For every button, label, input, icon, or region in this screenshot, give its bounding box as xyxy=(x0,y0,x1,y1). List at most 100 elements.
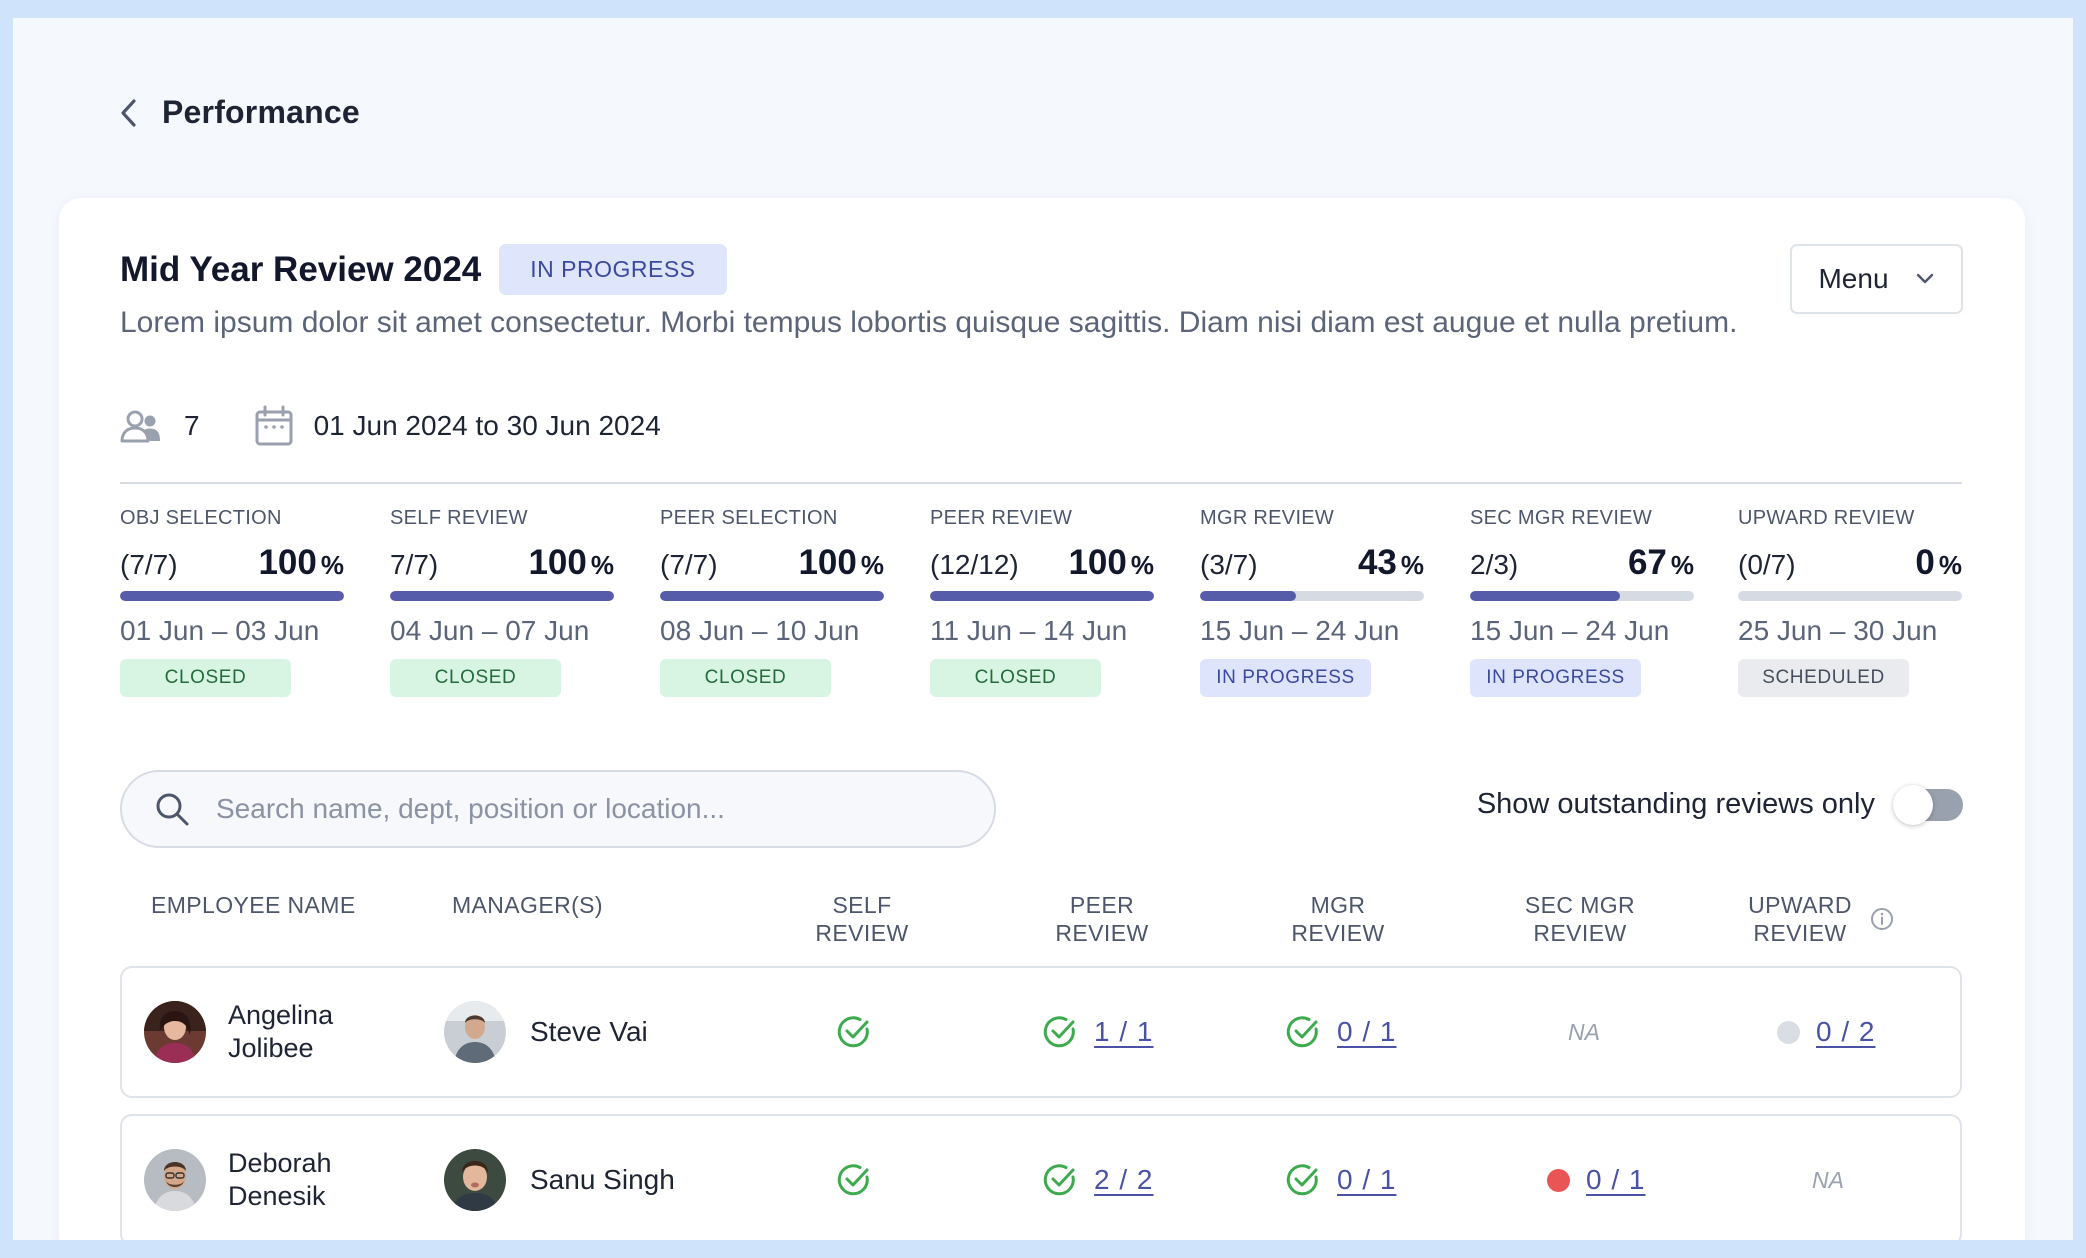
people-icon xyxy=(120,410,160,443)
employee-cell: Angelina Jolibee xyxy=(144,968,333,1096)
back-button[interactable]: Performance xyxy=(118,94,360,131)
check-circle-icon xyxy=(837,1016,869,1048)
stage-progress-bar xyxy=(660,591,884,601)
menu-button[interactable]: Menu xyxy=(1790,244,1963,314)
app-window: Performance Mid Year Review 2024 IN PROG… xyxy=(13,18,2073,1240)
stage-progress-bar xyxy=(1738,591,1962,601)
table-header: EMPLOYEE NAME MANAGER(S) SELF REVIEW PEE… xyxy=(120,876,1962,946)
stage-progress-bar xyxy=(120,591,344,601)
column-managers: MANAGER(S) xyxy=(452,892,603,918)
outstanding-filter: Show outstanding reviews only xyxy=(1476,784,1963,825)
calendar-icon xyxy=(255,405,293,446)
review-meta: 7 01 Jun 2024 to 30 Jun 2024 xyxy=(120,405,661,447)
table-row[interactable]: Deborah Denesik Sanu Singh xyxy=(120,1114,1962,1240)
avatar xyxy=(144,1149,206,1211)
avatar xyxy=(444,1149,506,1211)
stage-count: (7/7) xyxy=(660,549,718,580)
not-applicable-text: NA xyxy=(1568,1018,1600,1045)
upward-review-link[interactable]: 0 / 2 xyxy=(1816,1016,1876,1047)
stage-status-badge: CLOSED xyxy=(390,659,561,697)
stage-status-badge: SCHEDULED xyxy=(1738,659,1909,697)
outstanding-toggle[interactable] xyxy=(1893,784,1963,825)
check-circle-icon xyxy=(1286,1016,1318,1048)
stage-count: (12/12) xyxy=(930,549,1019,580)
stage-self-review: SELF REVIEW 7/7) 100% 04 Jun – 07 Jun CL… xyxy=(390,503,614,697)
column-sec-mgr-review: SEC MGR REVIEW xyxy=(1524,892,1636,946)
check-circle-icon xyxy=(1286,1164,1318,1196)
employee-name[interactable]: Angelina Jolibee xyxy=(228,1000,334,1063)
stage-sec-mgr-review: SEC MGR REVIEW 2/3) 67% 15 Jun – 24 Jun … xyxy=(1470,503,1694,697)
stage-peer-selection: PEER SELECTION (7/7) 100% 08 Jun – 10 Ju… xyxy=(660,503,884,697)
review-status-badge: IN PROGRESS xyxy=(499,244,727,295)
manager-name[interactable]: Steve Vai xyxy=(530,1016,648,1047)
self-review-cell xyxy=(836,1116,872,1240)
participants-count: 7 xyxy=(184,410,200,441)
table-row[interactable]: Angelina Jolibee Steve Vai xyxy=(120,966,1962,1098)
avatar xyxy=(444,1001,506,1063)
column-employee-name: EMPLOYEE NAME xyxy=(151,892,356,918)
outstanding-filter-label: Show outstanding reviews only xyxy=(1476,788,1875,820)
page-title: Performance xyxy=(162,94,360,130)
self-review-cell xyxy=(836,968,872,1096)
stage-percent: 100% xyxy=(1068,543,1154,582)
review-title: Mid Year Review 2024 xyxy=(120,249,482,289)
stage-percent: 100% xyxy=(528,543,614,582)
stage-count: (0/7) xyxy=(1738,549,1796,580)
column-upward-review: UPWARD REVIEW xyxy=(1740,891,1893,947)
search-box[interactable] xyxy=(120,770,996,848)
stage-count: (3/7) xyxy=(1200,549,1258,580)
stage-name: PEER REVIEW xyxy=(930,507,1073,529)
peer-review-link[interactable]: 2 / 2 xyxy=(1094,1164,1154,1195)
menu-button-label: Menu xyxy=(1818,263,1889,294)
sec-mgr-review-cell: NA xyxy=(1568,968,1600,1096)
stage-name: UPWARD REVIEW xyxy=(1738,507,1915,529)
stage-dates: 01 Jun – 03 Jun xyxy=(120,615,320,646)
peer-review-link[interactable]: 1 / 1 xyxy=(1094,1016,1154,1047)
stage-progress-fill xyxy=(1470,591,1621,601)
chevron-left-icon xyxy=(121,98,136,127)
check-circle-icon xyxy=(1043,1164,1075,1196)
stage-progress-bar xyxy=(1200,591,1424,601)
toggle-knob xyxy=(1893,784,1933,825)
stage-name: MGR REVIEW xyxy=(1200,507,1335,529)
stage-dates: 25 Jun – 30 Jun xyxy=(1738,615,1938,646)
manager-cell: Sanu Singh xyxy=(444,1116,675,1240)
manager-name[interactable]: Sanu Singh xyxy=(530,1164,675,1195)
mgr-review-link[interactable]: 0 / 1 xyxy=(1337,1164,1397,1195)
search-input[interactable] xyxy=(216,793,976,825)
review-header: Mid Year Review 2024 IN PROGRESS xyxy=(120,244,727,295)
employee-name[interactable]: Deborah Denesik xyxy=(228,1148,332,1211)
stage-percent: 67% xyxy=(1627,543,1694,582)
stage-progress-fill xyxy=(390,591,614,601)
stage-progress-fill xyxy=(1200,591,1297,601)
stage-progress-fill xyxy=(120,591,344,601)
not-applicable-text: NA xyxy=(1812,1166,1844,1193)
review-card: Mid Year Review 2024 IN PROGRESS Menu Lo… xyxy=(59,198,2025,1240)
mgr-review-link[interactable]: 0 / 1 xyxy=(1337,1016,1397,1047)
stage-name: SELF REVIEW xyxy=(390,507,528,529)
column-mgr-review: MGR REVIEW xyxy=(1291,892,1385,946)
check-circle-icon xyxy=(837,1164,869,1196)
stage-name: PEER SELECTION xyxy=(660,507,838,529)
avatar xyxy=(144,1001,206,1063)
pending-status-dot xyxy=(1777,1020,1800,1044)
stage-mgr-review: MGR REVIEW (3/7) 43% 15 Jun – 24 Jun IN … xyxy=(1200,503,1424,697)
stage-dates: 04 Jun – 07 Jun xyxy=(390,615,590,646)
mgr-review-cell: 0 / 1 xyxy=(1285,968,1396,1096)
stage-status-badge: CLOSED xyxy=(930,659,1101,697)
column-peer-review: PEER REVIEW xyxy=(1055,892,1149,946)
stage-dates: 15 Jun – 24 Jun xyxy=(1200,615,1400,646)
employee-cell: Deborah Denesik xyxy=(144,1116,332,1240)
divider xyxy=(120,482,1962,484)
sec-mgr-review-cell: 0 / 1 xyxy=(1547,1116,1645,1240)
upward-review-cell: 0 / 2 xyxy=(1777,968,1875,1096)
stage-progress-bar xyxy=(390,591,614,601)
chevron-down-icon xyxy=(1916,273,1933,284)
stage-percent: 43% xyxy=(1357,543,1424,582)
sec-mgr-review-link[interactable]: 0 / 1 xyxy=(1586,1164,1646,1195)
stage-count: (7/7) xyxy=(120,549,178,580)
info-icon[interactable] xyxy=(1870,907,1894,931)
stage-progress-fill xyxy=(930,591,1154,601)
column-self-review: SELF REVIEW xyxy=(815,892,909,946)
stage-dates: 08 Jun – 10 Jun xyxy=(660,615,860,646)
